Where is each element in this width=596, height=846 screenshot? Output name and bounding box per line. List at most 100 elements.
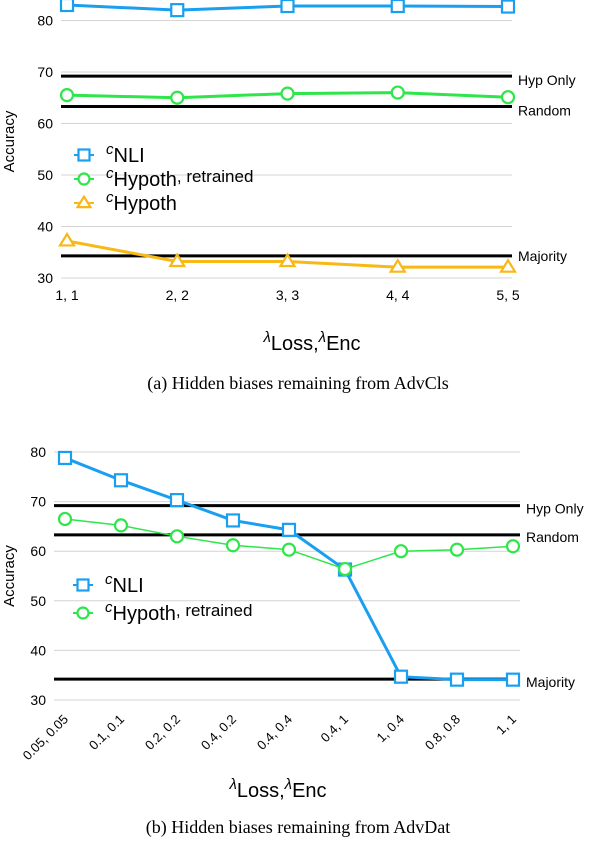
data-point <box>168 252 187 268</box>
legend-label-part: Hypoth <box>113 603 176 625</box>
y-tick-label: 30 <box>30 692 46 708</box>
y-tick-label: 60 <box>30 543 46 559</box>
legend-label: cNLI <box>105 571 144 597</box>
chart-b: 30 40 50 60 70 80 0.05, 0.05 0.1, 0.1 0.2, 0.2 0.… <box>1 444 584 802</box>
x-tick-label: 0.2, 0.2 <box>142 712 183 753</box>
x-tick-label: 0.8, 0.8 <box>422 712 463 753</box>
x-tick-label: 2, 2 <box>166 287 190 303</box>
legend-marker <box>77 148 91 162</box>
data-point <box>170 90 185 105</box>
y-axis-label: Accuracy <box>1 110 18 172</box>
x-tick-label: 0.4, 0.2 <box>198 712 239 753</box>
data-point <box>225 538 241 553</box>
x-tick-label: 5, 5 <box>496 287 520 303</box>
data-point <box>505 539 521 554</box>
x-axis-label-part: Loss <box>271 333 313 355</box>
y-tick-label: 80 <box>30 444 46 460</box>
reference-line-label: Hyp Only <box>518 72 576 88</box>
legend-label-part: Hypoth <box>114 193 177 215</box>
legend-label-part: NLI <box>114 145 145 167</box>
x-tick-label: 0.1, 0.1 <box>86 712 127 753</box>
data-point <box>113 518 129 533</box>
data-point <box>500 90 516 105</box>
legend-label-part: NLI <box>113 575 144 597</box>
caption-a: (a) Hidden biases remaining from AdvCls <box>147 373 449 393</box>
legend-label-part: c <box>106 165 114 182</box>
x-axis-label-part: Loss <box>237 780 279 802</box>
x-axis-label-part: λ <box>262 329 270 346</box>
data-point <box>58 231 76 247</box>
legend-label: cHypoth, retrained <box>106 165 253 191</box>
y-tick-label: 60 <box>37 115 53 131</box>
y-tick-label: 40 <box>30 642 46 658</box>
data-point <box>280 86 295 101</box>
y-tick-label: 40 <box>37 218 53 234</box>
x-axis-label: λLoss,λEnc <box>228 776 326 802</box>
data-point <box>278 252 297 268</box>
data-point <box>337 561 353 577</box>
data-point <box>57 450 73 466</box>
data-point <box>390 85 405 100</box>
legend-marker <box>77 172 91 186</box>
data-point <box>281 542 297 557</box>
data-point <box>393 544 409 559</box>
x-axis-label-part: λ <box>318 329 326 346</box>
legend-label: cNLI <box>106 141 145 167</box>
data-point <box>449 672 465 687</box>
legend-label: cHypoth <box>106 189 177 215</box>
data-point <box>59 88 75 103</box>
reference-line-label: Hyp Only <box>526 501 584 517</box>
data-point <box>390 0 405 14</box>
reference-line-label: Majority <box>526 674 575 690</box>
data-point <box>169 493 185 508</box>
legend-label-part: c <box>106 189 114 206</box>
data-point <box>505 672 521 687</box>
legend-label-part: c <box>105 571 113 588</box>
caption-b: (b) Hidden biases remaining from AdvDat <box>145 817 451 837</box>
x-axis-label-part: Enc <box>326 333 360 355</box>
y-tick-label: 70 <box>30 494 46 510</box>
x-tick-label: 1, 0.4 <box>374 712 408 746</box>
x-tick-label: 0.4, 0.4 <box>254 712 295 753</box>
reference-line-label: Majority <box>518 248 567 264</box>
figure-b: 30 40 50 60 70 80 0.05, 0.05 0.1, 0.1 0.2, 0.2 0.… <box>0 425 596 846</box>
legend-label: cHypoth, retrained <box>105 599 252 625</box>
x-axis-label: λLoss,λEnc <box>262 329 360 355</box>
y-tick-label: 80 <box>37 12 53 28</box>
data-point <box>393 669 409 684</box>
x-tick-label: 1, 1 <box>55 287 79 303</box>
data-point <box>113 473 129 488</box>
x-axis-label-part: λ <box>228 776 236 793</box>
x-axis-label-part: Enc <box>292 780 326 802</box>
x-axis-label-part: , <box>279 780 285 802</box>
data-point <box>499 258 517 273</box>
x-tick-label: 4, 4 <box>386 287 410 303</box>
chart-a: 30 40 50 60 70 80 1, 1 2, 2 3, 3 4, 4 5, 5 Accuracy… <box>1 0 576 355</box>
data-point <box>225 513 241 528</box>
data-point <box>281 522 297 537</box>
data-point <box>170 3 185 18</box>
reference-line-label: Random <box>518 102 571 118</box>
series-line <box>64 456 513 682</box>
y-axis-label: Accuracy <box>1 545 18 607</box>
reference-line-label: Random <box>526 529 579 545</box>
legend-marker <box>76 578 90 592</box>
data-point <box>169 529 185 544</box>
x-axis-label-part: λ <box>284 776 292 793</box>
y-tick-label: 30 <box>37 270 53 286</box>
data-point <box>388 258 407 273</box>
legend-marker <box>76 606 90 620</box>
data-point <box>57 511 73 527</box>
legend-marker <box>75 194 93 209</box>
data-point <box>500 0 516 14</box>
x-tick-label: 1, 1 <box>493 712 519 738</box>
legend-label-part: c <box>105 599 113 616</box>
y-tick-label: 50 <box>30 593 46 609</box>
figure-a: 30 40 50 60 70 80 1, 1 2, 2 3, 3 4, 4 5, 5 Accuracy… <box>0 0 596 410</box>
x-tick-label: 3, 3 <box>276 287 300 303</box>
legend-label-part: , retrained <box>177 167 254 186</box>
data-point <box>280 0 295 14</box>
data-point <box>59 0 75 13</box>
x-tick-label: 0.4, 1 <box>318 712 352 746</box>
data-point <box>449 542 465 557</box>
